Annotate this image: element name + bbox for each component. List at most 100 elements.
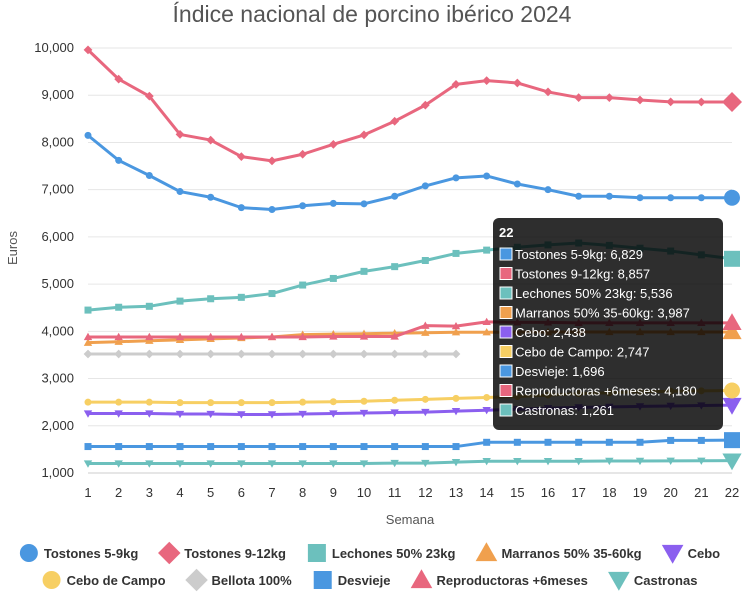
legend-item-7[interactable]: Desvieje [313, 571, 391, 589]
data-point [237, 443, 245, 451]
data-point [421, 395, 429, 403]
data-point [145, 172, 153, 179]
data-point [84, 443, 92, 451]
legend-label[interactable]: Bellota 100% [212, 573, 293, 588]
data-point [298, 149, 308, 159]
x-tick-label: 5 [207, 485, 214, 500]
data-point-highlight [724, 250, 740, 267]
legend[interactable]: Tostones 5-9kg Tostones 9-12kg Lechones 50… [19, 541, 721, 592]
data-point [175, 349, 185, 359]
legend-label[interactable]: Cebo de Campo [67, 573, 166, 588]
data-point [298, 460, 307, 468]
legend-label[interactable]: Reproductoras +6meses [436, 573, 587, 588]
legend-marker [475, 542, 498, 562]
tooltip-swatch [499, 286, 513, 300]
y-tick-label: 6,000 [41, 229, 74, 244]
legend-marker [661, 544, 684, 564]
legend-label[interactable]: Lechones 50% 23kg [332, 546, 456, 561]
data-point [451, 328, 461, 336]
data-point [237, 204, 245, 212]
data-point-highlight [722, 322, 742, 340]
legend-label[interactable]: Marranos 50% 35-60kg [501, 546, 641, 561]
data-point [697, 194, 705, 202]
data-point [83, 349, 93, 359]
tooltip-swatch [499, 306, 513, 319]
legend-item-9[interactable]: Castronas [608, 571, 698, 591]
series-1 [83, 45, 742, 166]
data-point [207, 193, 215, 201]
data-point [144, 349, 154, 359]
tooltip-line: Cebo: 2,438 [515, 325, 586, 340]
data-point [391, 192, 399, 200]
legend-item-3[interactable]: Marranos 50% 35-60kg [475, 542, 642, 562]
legend-item-8[interactable]: Reproductoras +6meses [410, 569, 588, 589]
data-point [268, 443, 276, 451]
x-tick-label: 22 [725, 485, 739, 500]
x-tick-label: 7 [268, 485, 275, 500]
data-point [482, 407, 491, 415]
data-point [605, 438, 613, 446]
legend-item-1[interactable]: Tostones 9-12kg [158, 541, 286, 565]
legend-label[interactable]: Cebo [688, 546, 721, 561]
data-point [544, 438, 552, 446]
data-point [144, 91, 154, 101]
x-tick-label: 6 [238, 485, 245, 500]
legend-label[interactable]: Tostones 5-9kg [44, 546, 138, 561]
data-point [176, 297, 184, 305]
series-7 [84, 432, 740, 451]
tooltip-swatch [499, 403, 513, 417]
data-point [145, 410, 154, 418]
y-tick-label: 9,000 [41, 87, 74, 102]
legend-marker [313, 571, 332, 589]
data-point [421, 408, 430, 417]
legend-label[interactable]: Castronas [634, 573, 698, 588]
data-point [575, 192, 583, 200]
tooltip-swatch [499, 364, 513, 378]
chart-title: Índice nacional de porcino ibérico 2024 [173, 1, 572, 27]
data-point [206, 460, 215, 468]
data-point [359, 332, 369, 340]
data-point [115, 156, 123, 164]
series-6 [83, 349, 461, 359]
x-tick-label: 9 [330, 485, 337, 500]
legend-item-2[interactable]: Lechones 50% 23kg [307, 544, 456, 562]
legend-item-0[interactable]: Tostones 5-9kg [19, 544, 138, 562]
data-point [420, 349, 430, 359]
legend-label[interactable]: Desvieje [338, 573, 391, 588]
data-point [207, 295, 215, 303]
data-point [574, 93, 584, 102]
x-tick-label: 20 [663, 485, 677, 500]
data-point [512, 78, 522, 88]
x-tick-label: 15 [510, 485, 524, 500]
data-point [697, 436, 705, 444]
legend-item-6[interactable]: Bellota 100% [185, 568, 293, 592]
data-point [390, 409, 399, 417]
data-point [483, 438, 491, 446]
x-tick-label: 10 [357, 485, 371, 500]
data-point [605, 192, 613, 200]
legend-item-5[interactable]: Cebo de Campo [42, 571, 166, 589]
y-tick-label: 1,000 [41, 465, 74, 480]
data-point [390, 459, 399, 468]
data-point [635, 95, 645, 105]
data-point [543, 458, 553, 466]
data-point [299, 202, 307, 210]
data-point [236, 349, 246, 359]
tooltip-swatch [499, 345, 513, 358]
data-point [421, 328, 430, 336]
data-point [236, 152, 246, 161]
data-point [114, 332, 123, 341]
data-point-highlight [724, 432, 740, 449]
legend-item-4[interactable]: Cebo [661, 544, 721, 564]
data-point [237, 399, 245, 407]
y-tick-label: 5,000 [41, 276, 74, 291]
data-point [482, 76, 492, 85]
data-point-highlight [724, 189, 740, 206]
data-point [421, 182, 429, 190]
data-point [329, 410, 338, 418]
data-point [328, 139, 338, 149]
tooltip-swatch [499, 325, 513, 339]
legend-label[interactable]: Tostones 9-12kg [184, 546, 286, 561]
data-point [267, 349, 277, 359]
legend-marker [185, 568, 208, 592]
